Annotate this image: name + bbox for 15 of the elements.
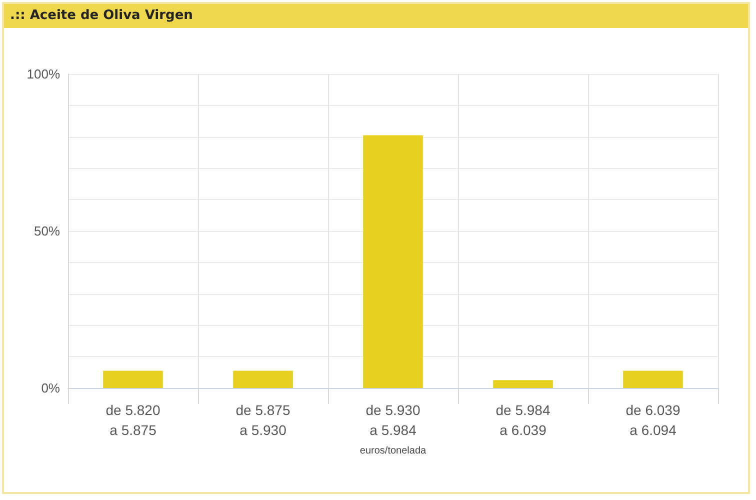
bar [623,370,683,388]
x-tick-label: de 5.984 a 6.039 [496,402,550,438]
x-tick-label: de 5.875 a 5.930 [236,402,290,438]
bar [103,370,163,388]
y-tick-label: 0% [41,380,60,396]
chart-title: .:: Aceite de Oliva Virgen [4,4,748,28]
y-tick-label: 50% [34,224,60,238]
x-axis-title: euros/tonelada [360,446,427,456]
bar [233,370,293,388]
x-tick-label: de 5.820 a 5.875 [106,402,160,438]
bar [363,135,423,388]
y-tick-label: 100% [26,66,60,82]
bar [493,380,553,388]
x-tick-label: de 6.039 a 6.094 [626,402,680,438]
x-tick-label: de 5.930 a 5.984 [366,402,420,438]
